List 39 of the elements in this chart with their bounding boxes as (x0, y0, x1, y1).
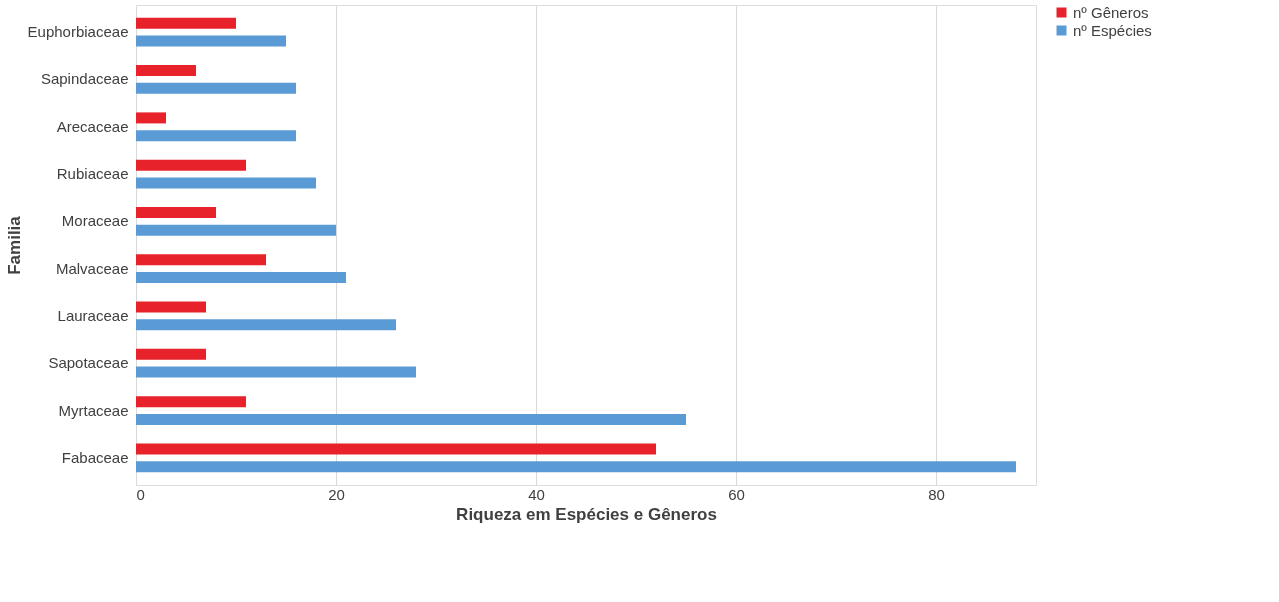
bar (136, 159, 246, 171)
y-tick-label: Euphorbiaceae (27, 23, 129, 41)
bar (136, 82, 296, 94)
y-tick-label: Moraceae (61, 212, 129, 230)
bar (136, 35, 286, 47)
bar (136, 177, 316, 189)
legend-label: nº Espécies (1073, 21, 1152, 39)
bar (136, 65, 196, 77)
x-axis-title: Riqueza em Espécies e Gêneros (456, 504, 717, 524)
bar (136, 461, 1016, 473)
bar (136, 17, 236, 29)
y-tick-label: Fabaceae (61, 448, 129, 466)
y-tick-label: Rubiaceae (56, 165, 129, 183)
y-tick-label: Arecaceae (56, 117, 129, 135)
bar (136, 224, 336, 236)
x-tick-label: 0 (136, 485, 145, 503)
bar (136, 130, 296, 142)
y-axis-title: Familia (4, 215, 24, 275)
bar (136, 301, 206, 313)
x-tick-label: 60 (728, 485, 745, 503)
bar (136, 254, 266, 266)
y-tick-label: Sapotaceae (48, 354, 129, 372)
y-tick-label: Sapindaceae (40, 70, 129, 88)
bar (136, 319, 396, 331)
y-tick-label: Myrtaceae (58, 401, 129, 419)
y-tick-label: Malvaceae (55, 259, 129, 277)
x-tick-label: 80 (928, 485, 945, 503)
y-tick-label: Lauraceae (57, 306, 129, 324)
bar (136, 443, 656, 455)
legend-label: nº Gêneros (1073, 3, 1149, 21)
bar (136, 206, 216, 218)
bar (136, 272, 346, 284)
bar (136, 366, 416, 378)
x-tick-label: 40 (528, 485, 545, 503)
bar (136, 112, 166, 124)
bar (136, 348, 206, 360)
bar (136, 396, 246, 408)
x-tick-label: 20 (328, 485, 345, 503)
bar (136, 413, 686, 425)
